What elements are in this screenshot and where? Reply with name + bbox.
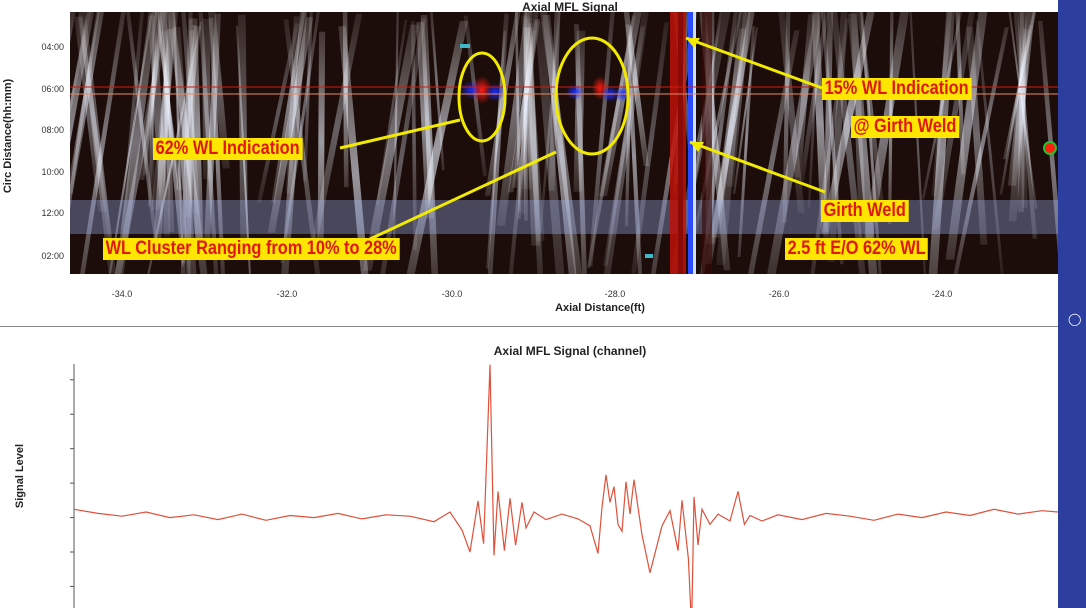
heatmap-streak — [782, 12, 791, 223]
heatmap-x-tick: -30.0 — [441, 289, 463, 299]
panel-divider — [0, 326, 1058, 327]
callout-girth-weld-distance: 2.5 ft E/O 62% WL — [785, 238, 929, 260]
heatmap-streak — [588, 12, 617, 267]
heatmap-streak — [362, 24, 420, 271]
heatmap-streak — [280, 12, 320, 263]
callout-wl-cluster: WL Cluster Ranging from 10% to 28% — [103, 238, 400, 260]
callout-62-indication: 62% WL Indication — [153, 138, 303, 160]
heatmap-streak — [70, 12, 107, 194]
cursor-glyph: ◯ — [1068, 312, 1082, 326]
heatmap-streak — [416, 21, 435, 219]
heatmap-streak — [70, 12, 95, 268]
lineplot-axis: 200150100500-50-100 — [70, 364, 75, 608]
heatmap-title: Axial MFL Signal — [522, 0, 618, 14]
signal-plot: 200150100500-50-100 — [70, 364, 1058, 608]
heatmap-streak — [484, 12, 522, 196]
heatmap-streak — [522, 18, 533, 189]
heatmap-streak — [737, 26, 756, 257]
lineplot-title: Axial MFL Signal (channel) — [493, 344, 647, 358]
heatmap-streak — [631, 22, 670, 274]
heatmap-x-tick: -24.0 — [931, 289, 953, 299]
heatmap-streak — [1007, 12, 1038, 209]
heatmap-streak — [799, 12, 831, 182]
heatmap-streak — [429, 12, 445, 171]
heatmap-streak — [764, 12, 824, 274]
heatmap-streak — [952, 27, 1009, 274]
heatmap-streak — [908, 12, 927, 274]
heatmap-x-tick: -32.0 — [276, 289, 298, 299]
heatmap-streak — [932, 12, 977, 230]
cluster-ellipse — [554, 36, 630, 156]
heatmap-streak — [74, 16, 108, 212]
heatmap-x-tick: -34.0 — [111, 289, 133, 299]
heatmap-streak — [777, 12, 805, 214]
heatmap-streak — [1037, 20, 1058, 274]
signal-series-line — [73, 364, 1058, 608]
heatmap-streak — [172, 26, 199, 274]
heatmap-y-tick: 06:00 — [41, 84, 64, 94]
callout-15-indication: 15% WL Indication — [822, 78, 972, 100]
callout-girth-weld: Girth Weld — [821, 200, 909, 222]
heatmap-x-axis-label: Axial Distance(ft) — [555, 302, 645, 314]
heatmap-streak — [711, 28, 747, 238]
heatmap-x-tick: -26.0 — [768, 289, 790, 299]
heatmap-streak — [172, 12, 184, 267]
heatmap-streak — [238, 14, 249, 258]
heatmap-streak — [945, 12, 990, 260]
heatmap-streak — [823, 12, 834, 238]
heatmap-streak — [603, 26, 646, 267]
heatmap-y-tick: 12:00 — [41, 208, 64, 218]
heatmap-y-tick: 08:00 — [41, 125, 64, 135]
heatmap-streak — [975, 20, 1004, 274]
heatmap-streak — [624, 25, 633, 227]
heatmap-streak — [1002, 12, 1040, 160]
heatmap-y-axis-label: Circ Distance(hh:mm) — [2, 78, 14, 194]
heatmap-svg — [70, 12, 1058, 274]
heatmap-y-tick: 02:00 — [41, 251, 64, 261]
heatmap-y-tick: 10:00 — [41, 167, 64, 177]
callout-girth-weld-indication: @ Girth Weld — [851, 116, 959, 138]
heatmap-streak — [542, 14, 580, 274]
heatmap-streak — [203, 13, 221, 251]
heatmap-streak — [376, 19, 408, 205]
heatmap-streaks — [70, 12, 1058, 274]
heatmap-y-tick: 04:00 — [41, 42, 64, 52]
heatmap-streak — [120, 12, 146, 230]
heatmap-streak — [126, 12, 159, 247]
heatmap-streak — [821, 12, 877, 233]
lineplot-y-axis-label: Signal Level — [14, 443, 26, 509]
report-figure: Axial MFL Signal Circ Distance(hh:mm) 04… — [0, 0, 1058, 608]
heatmap-x-tick: -28.0 — [604, 289, 626, 299]
heatmap-streak — [70, 12, 93, 274]
indication-62-ellipse — [457, 51, 507, 143]
heatmap-streak — [733, 27, 758, 195]
mfl-heatmap — [70, 12, 1058, 274]
